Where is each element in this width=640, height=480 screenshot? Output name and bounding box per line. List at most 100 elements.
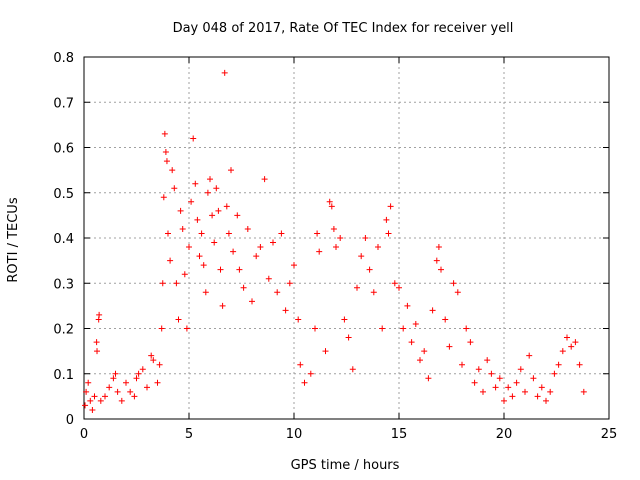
data-point	[400, 325, 407, 332]
data-point	[274, 289, 281, 296]
data-point	[366, 266, 373, 273]
data-point	[127, 388, 134, 395]
y-tick-label: 0.3	[53, 277, 74, 292]
data-point	[488, 370, 495, 377]
y-tick-label: 0.4	[53, 232, 74, 247]
data-point	[501, 397, 507, 404]
data-point	[326, 198, 333, 205]
data-point	[433, 257, 440, 264]
data-point	[278, 230, 285, 237]
data-point	[408, 339, 415, 346]
data-point	[295, 316, 302, 323]
data-point	[200, 262, 207, 269]
y-tick-label: 0.5	[53, 187, 74, 202]
data-point	[509, 393, 516, 400]
data-point	[261, 176, 268, 183]
data-point	[253, 253, 260, 260]
data-point	[547, 388, 554, 395]
data-point	[505, 384, 512, 391]
data-point	[513, 379, 520, 386]
scatter-points	[82, 69, 587, 413]
data-point	[190, 135, 197, 142]
y-tick-label: 0	[66, 413, 74, 428]
data-point	[270, 239, 276, 246]
data-point	[412, 320, 419, 327]
data-point	[102, 393, 108, 400]
data-point	[209, 212, 216, 219]
data-point	[133, 375, 140, 382]
data-point	[297, 361, 304, 368]
data-point	[219, 302, 226, 309]
data-point	[148, 352, 155, 359]
data-point	[96, 311, 103, 318]
data-point	[106, 384, 113, 391]
data-point	[330, 225, 337, 232]
data-point	[169, 167, 176, 174]
data-point	[160, 194, 167, 201]
data-point	[150, 357, 157, 364]
data-point	[385, 230, 392, 237]
data-point	[391, 280, 398, 287]
data-point	[118, 397, 125, 404]
data-point	[87, 397, 94, 404]
data-point	[249, 298, 255, 305]
data-point	[179, 225, 186, 232]
y-tick-label: 0.2	[53, 323, 74, 338]
data-point	[177, 207, 184, 214]
data-point	[181, 271, 188, 278]
data-point	[354, 284, 360, 291]
data-point	[375, 244, 381, 251]
data-point	[555, 361, 562, 368]
y-tick-label: 0.6	[53, 142, 74, 157]
data-point	[438, 266, 444, 273]
data-point	[362, 235, 369, 241]
data-point	[404, 302, 411, 309]
grid-lines	[84, 57, 609, 419]
data-point	[316, 248, 323, 255]
data-point	[257, 244, 264, 251]
data-point	[379, 325, 386, 332]
data-point	[467, 339, 474, 346]
data-point	[328, 203, 335, 210]
data-point	[85, 379, 92, 386]
data-point	[175, 316, 182, 323]
data-point	[135, 370, 142, 377]
data-point	[207, 176, 213, 183]
x-tick-label: 20	[496, 427, 513, 442]
data-point	[492, 384, 499, 391]
data-point	[167, 257, 174, 264]
data-point	[211, 239, 218, 246]
data-point	[358, 253, 365, 260]
data-point	[442, 316, 449, 323]
data-point	[559, 348, 566, 355]
data-point	[454, 289, 461, 296]
data-point	[301, 379, 308, 386]
data-point	[446, 343, 453, 350]
data-point	[91, 393, 98, 400]
data-point	[463, 325, 470, 332]
data-point	[333, 244, 339, 251]
data-point	[213, 185, 220, 192]
data-point	[163, 158, 170, 165]
y-tick-label: 0.1	[53, 368, 74, 383]
data-point	[517, 366, 524, 373]
y-axis-label: ROTI / TECUs	[6, 197, 21, 282]
data-point	[383, 216, 390, 223]
data-point	[282, 307, 289, 314]
data-point	[396, 284, 402, 291]
data-point	[387, 203, 394, 210]
data-point	[110, 375, 117, 382]
data-point	[370, 289, 377, 296]
y-tick-label: 0.8	[53, 51, 74, 66]
data-point	[471, 379, 478, 386]
data-point	[480, 388, 486, 395]
data-point	[576, 361, 583, 368]
data-point	[221, 69, 228, 76]
x-tick-label: 0	[80, 427, 88, 442]
data-point	[131, 393, 138, 400]
data-point	[234, 212, 241, 219]
data-point	[183, 325, 190, 332]
data-point	[161, 130, 168, 137]
data-point	[429, 307, 436, 314]
